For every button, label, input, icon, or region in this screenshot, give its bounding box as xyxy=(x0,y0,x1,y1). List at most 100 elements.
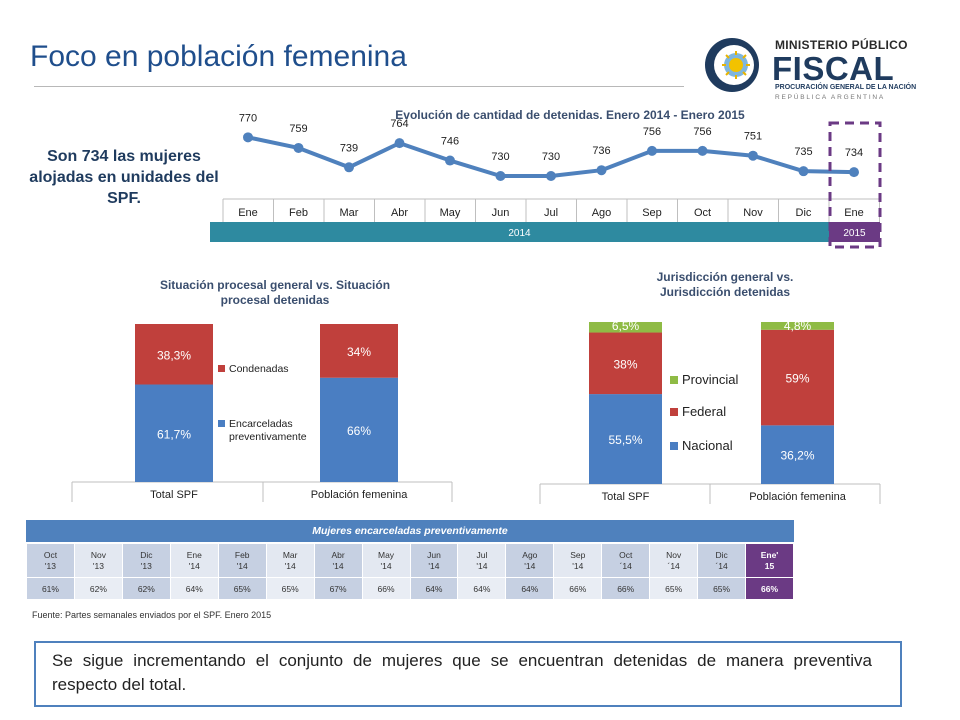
line-chart-tick-label: Feb xyxy=(289,207,308,219)
bar-segment xyxy=(761,425,834,484)
title-divider xyxy=(34,86,684,87)
table-value-cell: 66% xyxy=(553,577,603,600)
table-title: Mujeres encarceladas preventivamente xyxy=(26,520,794,542)
line-chart-point xyxy=(647,145,657,156)
bar-data-label: 6,5% xyxy=(612,319,640,333)
table-header-cell: Jul '14 xyxy=(457,543,507,578)
table-value-cell: 66% xyxy=(745,577,794,600)
line-chart-point xyxy=(293,142,304,153)
bar-chart-2-title: Jurisdicción general vs. Jurisdicción de… xyxy=(656,270,794,299)
table-header-cell: Dic ´14 xyxy=(697,543,747,578)
line-chart-data-label: 746 xyxy=(441,136,459,148)
table-header-cell: Sep '14 xyxy=(553,543,603,578)
logo-line-3: PROCURACIÓN GENERAL DE LA NACIÓN xyxy=(775,84,917,91)
table-value-cell: 64% xyxy=(409,577,459,600)
table-value-cell: 67% xyxy=(313,577,363,600)
line-chart-data-label: 756 xyxy=(643,126,661,138)
preventive-table: Oct '13 Nov '13 Dic '13 Ene '14 Feb '14 Mar '14 Abr '… xyxy=(26,543,794,600)
table-header-cell: Oct ´14 xyxy=(601,543,651,578)
line-chart-data-label: 751 xyxy=(744,131,762,143)
table-header-cell: Nov ´14 xyxy=(649,543,699,578)
table-value-cell: 65% xyxy=(697,577,747,600)
line-chart-point xyxy=(748,150,758,161)
line-chart-data-label: 739 xyxy=(340,142,358,154)
bar-category-label: Población femenina xyxy=(749,491,847,503)
year-band xyxy=(829,222,880,242)
line-chart-data-label: 734 xyxy=(845,147,863,159)
legend-label: Nacional xyxy=(682,438,733,453)
bar-chart-1-title: Situación procesal general vs. Situación… xyxy=(159,278,391,307)
legend-swatch xyxy=(218,365,225,372)
source-footnote: Fuente: Partes semanales enviados por el… xyxy=(32,610,272,620)
table-header-cell: Ene' 15 xyxy=(745,543,794,578)
table-header-cell: Feb '14 xyxy=(217,543,267,578)
legend-swatch xyxy=(670,376,678,384)
bar-segment xyxy=(589,322,662,333)
sun-emblem-icon xyxy=(705,38,759,92)
logo-line-4: REPÚBLICA ARGENTINA xyxy=(775,94,886,101)
table-value-cell: 62% xyxy=(73,577,123,600)
line-chart-tick-label: May xyxy=(440,207,461,219)
table-header-cell: Nov '13 xyxy=(73,543,123,578)
legend-label: Provincial xyxy=(682,372,738,387)
line-chart-tick-label: Abr xyxy=(391,207,408,219)
table-value-cell: 65% xyxy=(217,577,267,600)
conclusion-text: Se sigue incrementando el conjunto de mu… xyxy=(52,651,872,694)
line-chart-data-label: 770 xyxy=(239,112,257,124)
line-chart-point xyxy=(849,167,859,178)
table-header-cell: Abr '14 xyxy=(313,543,363,578)
logo-wordmark: FISCAL xyxy=(772,50,895,87)
line-chart-point xyxy=(697,145,708,156)
legend-swatch xyxy=(670,442,678,450)
table-value-cell: 61% xyxy=(26,577,75,600)
bar-data-label: 66% xyxy=(347,424,371,438)
line-chart-data-label: 730 xyxy=(542,151,560,163)
line-chart-data-label: 730 xyxy=(491,151,509,163)
bar-data-label: 34% xyxy=(347,345,371,359)
bar-segment xyxy=(135,384,213,482)
bar-data-label: 38,3% xyxy=(157,348,191,362)
table-header-cell: Ago '14 xyxy=(505,543,555,578)
bar-category-label: Población femenina xyxy=(311,489,409,501)
table-value-cell: 64% xyxy=(457,577,507,600)
legend-label: Condenadas xyxy=(229,363,289,375)
legend-label: Federal xyxy=(682,404,726,419)
line-chart-point xyxy=(445,155,455,166)
table-value-cell: 66% xyxy=(361,577,411,600)
table-header-cell: Ene '14 xyxy=(169,543,219,578)
legend-label: preventivamente xyxy=(229,431,307,443)
line-chart-tick-label: Ago xyxy=(592,207,612,219)
highlight-frame xyxy=(828,121,882,249)
conclusion-box xyxy=(34,641,902,707)
bar-data-label: 4,8% xyxy=(784,319,812,333)
year-band xyxy=(210,222,829,242)
line-chart-data-label: 756 xyxy=(693,126,711,138)
legend-swatch xyxy=(218,420,225,427)
bar-data-label: 36,2% xyxy=(780,449,814,463)
bar-data-label: 55,5% xyxy=(608,433,642,447)
bar-segment xyxy=(761,322,834,330)
bar-category-label: Total SPF xyxy=(150,489,198,501)
line-chart-tick-label: Nov xyxy=(743,207,763,219)
line-chart-tick-label: Jul xyxy=(544,207,558,219)
bar-segment xyxy=(320,324,398,378)
legend-label: Encarceladas xyxy=(229,418,293,430)
table-header-cell: Mar '14 xyxy=(265,543,315,578)
legend-swatch xyxy=(670,408,678,416)
line-chart-tick-label: Mar xyxy=(340,207,359,219)
line-chart-tick-label: Ene xyxy=(844,207,864,219)
line-chart-point xyxy=(243,132,253,143)
table-header-cell: Dic '13 xyxy=(121,543,171,578)
year-band-label: 2015 xyxy=(843,228,866,239)
line-chart-tick-label: Dic xyxy=(796,207,812,219)
lead-statement: Son 734 las mujeres alojadas en unidades… xyxy=(29,148,219,207)
line-chart-point xyxy=(495,171,506,181)
table-value-cell: 62% xyxy=(121,577,171,600)
line-chart-point xyxy=(394,138,405,149)
bar-data-label: 59% xyxy=(785,372,809,386)
bar-segment xyxy=(320,377,398,482)
bar-segment xyxy=(589,394,662,484)
